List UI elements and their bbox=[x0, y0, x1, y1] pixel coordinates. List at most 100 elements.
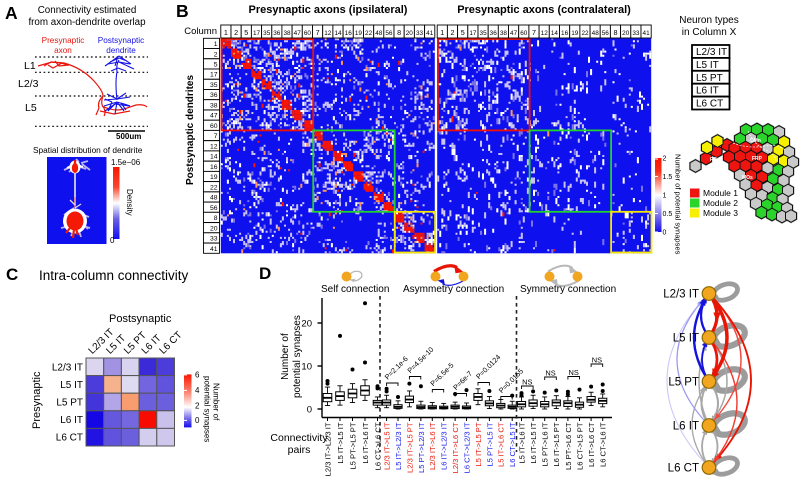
svg-text:L2/3 IT->L5 PT: L2/3 IT->L5 PT bbox=[405, 422, 414, 473]
svg-text:16: 16 bbox=[561, 30, 569, 37]
svg-text:L6 CT: L6 CT bbox=[56, 433, 83, 444]
svg-text:NS: NS bbox=[545, 369, 555, 378]
svg-text:36: 36 bbox=[210, 92, 218, 99]
svg-text:41: 41 bbox=[426, 30, 434, 37]
svg-text:16: 16 bbox=[345, 30, 353, 37]
svg-text:1: 1 bbox=[440, 28, 444, 37]
svg-text:35: 35 bbox=[210, 82, 218, 89]
svg-text:P=6.5e-5: P=6.5e-5 bbox=[428, 361, 455, 388]
svg-text:41: 41 bbox=[643, 30, 651, 37]
svg-text:8: 8 bbox=[214, 215, 218, 222]
svg-text:0: 0 bbox=[307, 404, 312, 415]
svg-text:L6 CT->L6 CT: L6 CT->L6 CT bbox=[373, 422, 382, 470]
svg-text:L6 CT->L5 PT: L6 CT->L5 PT bbox=[575, 422, 584, 470]
svg-text:MOs: MOs bbox=[742, 175, 753, 181]
svg-text:1.5: 1.5 bbox=[663, 174, 673, 181]
svg-text:L5 PT->L2/3 IT: L5 PT->L2/3 IT bbox=[417, 422, 426, 473]
svg-text:20: 20 bbox=[210, 225, 218, 232]
svg-text:L6 CT: L6 CT bbox=[158, 330, 185, 357]
svg-text:5: 5 bbox=[461, 28, 465, 37]
svg-text:L5 IT->L2/3 IT: L5 IT->L2/3 IT bbox=[394, 422, 403, 470]
svg-text:12: 12 bbox=[210, 143, 218, 150]
svg-text:L2/3 IT->L2/3 IT: L2/3 IT->L2/3 IT bbox=[323, 422, 332, 476]
svg-text:L6 IT->L2/3 IT: L6 IT->L2/3 IT bbox=[440, 422, 449, 470]
svg-text:L5 PT: L5 PT bbox=[668, 377, 699, 389]
svg-text:16: 16 bbox=[210, 164, 218, 171]
svg-text:8: 8 bbox=[614, 28, 618, 37]
svg-text:7: 7 bbox=[316, 28, 320, 37]
svg-text:NS: NS bbox=[592, 356, 602, 365]
svg-text:L2/3 IT->L6 IT: L2/3 IT->L6 IT bbox=[428, 422, 437, 470]
svg-text:48: 48 bbox=[210, 195, 218, 202]
svg-text:35: 35 bbox=[480, 30, 488, 37]
svg-text:41: 41 bbox=[210, 246, 218, 253]
svg-text:Module 3: Module 3 bbox=[703, 208, 738, 218]
svg-text:7: 7 bbox=[532, 28, 536, 37]
svg-text:RS: RS bbox=[710, 157, 718, 163]
svg-text:17: 17 bbox=[253, 30, 261, 37]
svg-text:L6 CT->L5 IT: L6 CT->L5 IT bbox=[508, 422, 517, 467]
svg-text:48: 48 bbox=[375, 30, 383, 37]
svg-text:56: 56 bbox=[210, 205, 218, 212]
svg-text:L2/3 IT->L6 CT: L2/3 IT->L6 CT bbox=[451, 422, 460, 473]
svg-text:L5 IT: L5 IT bbox=[673, 333, 699, 345]
svg-text:7: 7 bbox=[214, 133, 218, 140]
svg-text:22: 22 bbox=[365, 30, 373, 37]
svg-text:19: 19 bbox=[571, 30, 579, 37]
svg-text:19: 19 bbox=[210, 174, 218, 181]
svg-text:56: 56 bbox=[602, 30, 610, 37]
svg-text:L5 PT->L5 PT: L5 PT->L5 PT bbox=[348, 422, 357, 469]
svg-text:L2/3 IT: L2/3 IT bbox=[52, 362, 83, 373]
svg-text:2: 2 bbox=[663, 156, 667, 163]
svg-text:L6 IT->L5 PT: L6 IT->L5 PT bbox=[552, 422, 561, 466]
svg-text:17: 17 bbox=[469, 30, 477, 37]
svg-text:14: 14 bbox=[334, 30, 342, 37]
svg-text:L6 IT: L6 IT bbox=[60, 415, 83, 426]
svg-text:Module 1: Module 1 bbox=[703, 188, 738, 198]
svg-text:4: 4 bbox=[195, 386, 200, 395]
svg-text:47: 47 bbox=[210, 113, 218, 120]
svg-text:36: 36 bbox=[490, 30, 498, 37]
svg-text:22: 22 bbox=[581, 30, 589, 37]
svg-text:20: 20 bbox=[301, 318, 312, 329]
svg-text:47: 47 bbox=[510, 30, 518, 37]
svg-text:38: 38 bbox=[210, 102, 218, 109]
svg-text:L6 IT->L5 IT: L6 IT->L5 IT bbox=[529, 422, 538, 464]
svg-text:L6 IT: L6 IT bbox=[673, 421, 699, 433]
svg-text:2: 2 bbox=[214, 51, 218, 58]
svg-text:35: 35 bbox=[263, 30, 271, 37]
svg-text:L2/3 IT: L2/3 IT bbox=[696, 47, 727, 58]
svg-text:33: 33 bbox=[210, 236, 218, 243]
svg-text:L5 PT: L5 PT bbox=[56, 398, 83, 409]
svg-text:14: 14 bbox=[551, 30, 559, 37]
svg-text:P=6e-7: P=6e-7 bbox=[451, 369, 474, 392]
svg-text:L2/3 IT->L5 IT: L2/3 IT->L5 IT bbox=[383, 422, 392, 470]
svg-text:L5 PT->L5 IT: L5 PT->L5 IT bbox=[485, 422, 494, 466]
svg-text:L5 IT->L5 IT: L5 IT->L5 IT bbox=[336, 422, 345, 464]
svg-text:L6 CT: L6 CT bbox=[696, 99, 723, 110]
svg-text:L5 IT->L5 PT: L5 IT->L5 PT bbox=[474, 422, 483, 466]
svg-text:1: 1 bbox=[224, 28, 228, 37]
svg-text:L5 PT: L5 PT bbox=[696, 73, 723, 84]
svg-text:14: 14 bbox=[210, 154, 218, 161]
svg-text:L6 IT: L6 IT bbox=[696, 86, 719, 97]
svg-text:L6 IT->L6 IT: L6 IT->L6 IT bbox=[361, 422, 370, 464]
svg-text:NS: NS bbox=[569, 368, 579, 377]
svg-text:L5 PT->L6 IT: L5 PT->L6 IT bbox=[541, 422, 550, 466]
svg-text:19: 19 bbox=[355, 30, 363, 37]
svg-text:L6 IT->L6 CT: L6 IT->L6 CT bbox=[587, 422, 596, 467]
svg-text:L5 IT: L5 IT bbox=[696, 60, 719, 71]
svg-text:5: 5 bbox=[214, 62, 218, 69]
svg-text:L6 CT->L6 IT: L6 CT->L6 IT bbox=[599, 422, 608, 467]
svg-text:L6 CT: L6 CT bbox=[668, 463, 699, 475]
svg-text:P=0.0124: P=0.0124 bbox=[474, 353, 502, 381]
svg-text:NS: NS bbox=[522, 378, 532, 387]
svg-text:60: 60 bbox=[210, 123, 218, 130]
svg-text:Number of: Number of bbox=[212, 383, 221, 421]
svg-text:33: 33 bbox=[632, 30, 640, 37]
svg-text:1: 1 bbox=[663, 193, 667, 200]
svg-text:17: 17 bbox=[210, 72, 218, 79]
svg-text:L2/3 IT: L2/3 IT bbox=[663, 289, 699, 301]
svg-text:20: 20 bbox=[406, 30, 414, 37]
svg-text:L6 CT->L2/3 IT: L6 CT->L2/3 IT bbox=[462, 422, 471, 473]
